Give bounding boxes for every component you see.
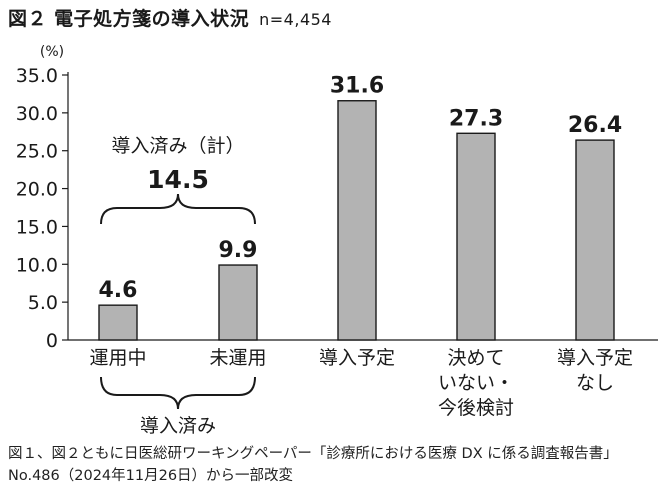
x-tick-label: いない・	[438, 372, 514, 394]
bar	[575, 139, 615, 341]
y-tick-label: 20.0	[16, 179, 58, 201]
x-tick-label: 導入予定	[319, 347, 395, 369]
bars-group: 4.6 9.9 31.6 27.3 26.4	[98, 74, 622, 341]
title-text: 図２ 電子処方箋の導入状況	[8, 8, 250, 30]
bar	[98, 304, 138, 341]
total-brace	[100, 193, 256, 225]
total-label: 導入済み（計）	[111, 135, 244, 157]
data-label: 27.3	[449, 106, 503, 131]
total-value: 14.5	[147, 165, 209, 194]
y-tick-label: 35.0	[16, 65, 58, 87]
data-label: 4.6	[99, 278, 138, 303]
group-brace	[100, 376, 256, 410]
data-label: 26.4	[568, 113, 622, 138]
figure-caption: 図１、図２ともに日医総研ワーキングペーパー「診療所における医療 DX に係る調査…	[8, 446, 618, 484]
x-tick-label: 未運用	[209, 347, 266, 369]
x-tick-label: 導入予定	[557, 347, 633, 369]
y-axis-ticks: 0 5.0 10.0 15.0 20.0 25.0 30.0 35.0	[16, 65, 68, 352]
sample-size: n=4,454	[259, 10, 332, 29]
y-tick-label: 0	[46, 330, 58, 352]
y-tick-label: 10.0	[16, 254, 58, 276]
x-tick-label: 運用中	[89, 347, 146, 369]
data-label: 9.9	[219, 238, 258, 263]
y-tick-label: 30.0	[16, 103, 58, 125]
bar	[337, 100, 377, 341]
y-tick-label: 25.0	[16, 141, 58, 163]
x-tick-label: なし	[576, 372, 614, 394]
y-tick-label: 15.0	[16, 216, 58, 238]
bar	[218, 264, 258, 341]
x-tick-label: 今後検討	[438, 397, 514, 419]
bar	[456, 132, 496, 341]
y-axis-unit: (%)	[40, 44, 64, 60]
data-label: 31.6	[330, 74, 384, 99]
y-tick-label: 5.0	[28, 292, 58, 314]
group-label: 導入済み	[140, 415, 216, 437]
bar-chart: (%) 0 5.0 10.0 15.0 20.0 25.0 30.0 35.0 4.6 9.9 3…	[16, 44, 658, 437]
x-tick-label: 決めて	[447, 347, 504, 369]
figure-title: 図２ 電子処方箋の導入状況 n=4,454	[8, 4, 332, 31]
